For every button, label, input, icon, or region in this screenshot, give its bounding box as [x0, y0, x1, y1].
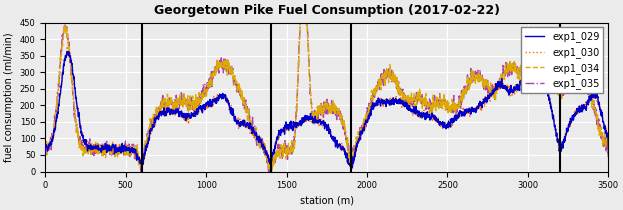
- Line: exp1_030: exp1_030: [45, 48, 608, 168]
- exp1_029: [399, 100, 407, 102]
- exp1_034: [561, 85, 569, 87]
- exp1_035: [399, 90, 407, 92]
- exp1_030: [376, 103, 383, 106]
- exp1_035: [159, 96, 167, 98]
- Legend: exp1_029, exp1_030, exp1_034, exp1_035: exp1_029, exp1_030, exp1_034, exp1_035: [521, 27, 604, 93]
- exp1_029: [376, 100, 383, 102]
- exp1_029: [245, 127, 253, 130]
- exp1_029: [604, 149, 612, 151]
- exp1_029: [159, 111, 167, 114]
- exp1_034: [159, 102, 166, 104]
- exp1_034: [604, 154, 612, 156]
- exp1_034: [297, 21, 304, 24]
- exp1_034: [399, 96, 407, 99]
- exp1_030: [159, 110, 167, 112]
- exp1_034: [376, 82, 383, 84]
- exp1_029: [42, 154, 49, 156]
- exp1_029: [65, 50, 72, 53]
- exp1_035: [267, 170, 274, 173]
- exp1_035: [376, 82, 383, 85]
- exp1_029: [307, 117, 315, 120]
- exp1_029: [348, 167, 356, 169]
- exp1_034: [308, 100, 315, 102]
- exp1_030: [604, 147, 612, 150]
- exp1_030: [307, 116, 315, 118]
- Line: exp1_029: exp1_029: [45, 51, 608, 168]
- exp1_035: [42, 152, 49, 154]
- exp1_030: [561, 135, 569, 138]
- exp1_035: [62, 21, 69, 24]
- exp1_034: [42, 155, 49, 158]
- exp1_029: [561, 139, 569, 142]
- X-axis label: station (m): station (m): [300, 196, 354, 206]
- Title: Georgetown Pike Fuel Consumption (2017-02-22): Georgetown Pike Fuel Consumption (2017-0…: [154, 4, 500, 17]
- exp1_034: [245, 116, 252, 118]
- exp1_035: [561, 78, 569, 81]
- exp1_035: [308, 101, 315, 103]
- exp1_034: [268, 170, 275, 173]
- exp1_030: [245, 124, 253, 127]
- Line: exp1_035: exp1_035: [45, 22, 608, 172]
- exp1_030: [399, 105, 407, 107]
- exp1_030: [64, 47, 71, 49]
- exp1_035: [604, 156, 612, 159]
- exp1_030: [42, 153, 49, 156]
- exp1_035: [245, 113, 253, 116]
- exp1_030: [347, 167, 354, 169]
- Y-axis label: fuel consumption (ml/min): fuel consumption (ml/min): [4, 32, 14, 162]
- Line: exp1_034: exp1_034: [45, 22, 608, 172]
